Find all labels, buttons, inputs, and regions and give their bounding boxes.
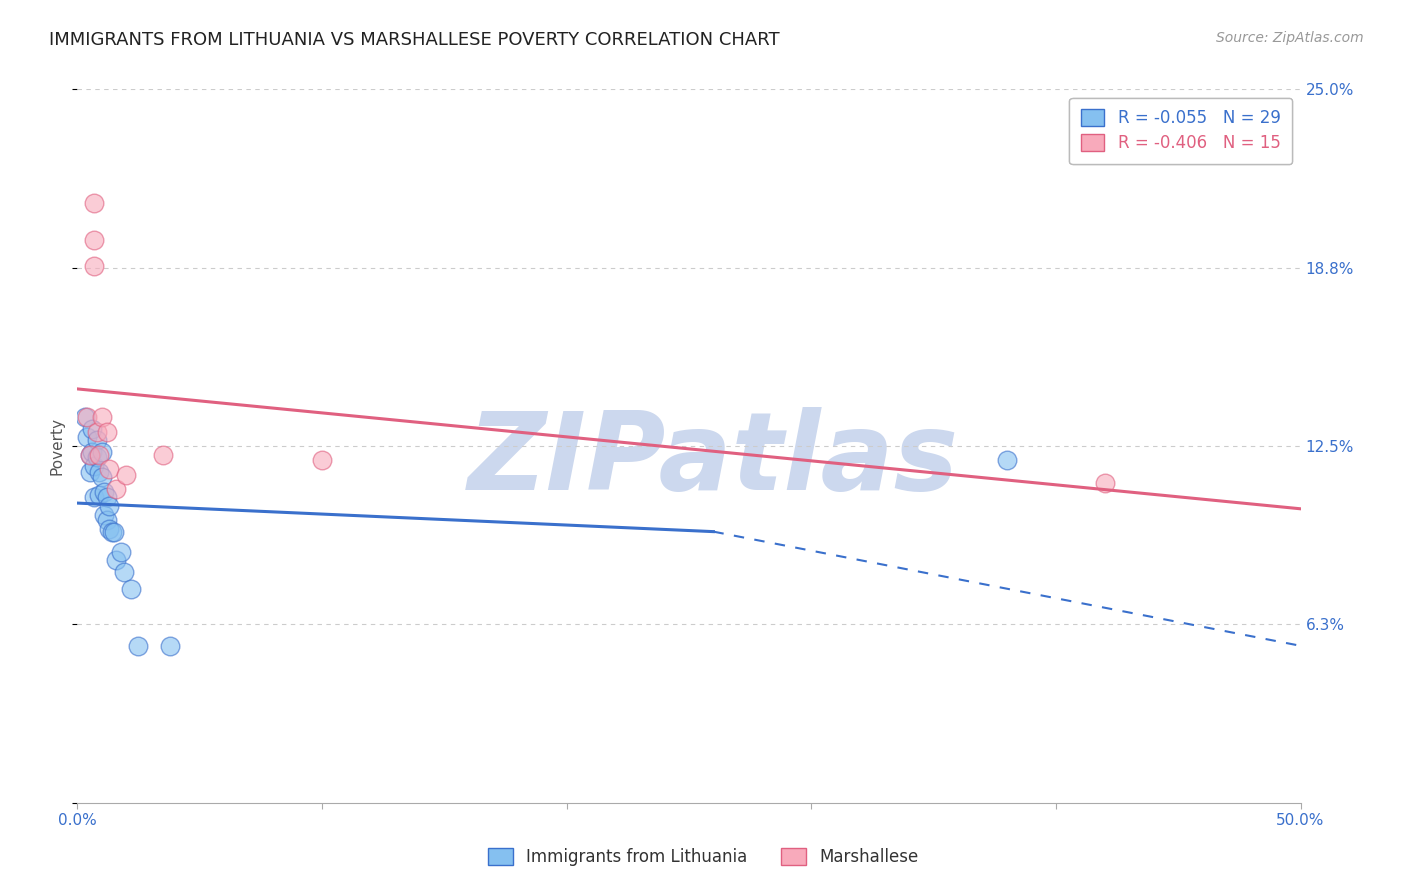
Point: [1094, 476, 1116, 491]
Point: [105, 553, 128, 567]
Point: [93, 484, 115, 499]
Point: [311, 453, 333, 467]
Point: [115, 467, 138, 482]
Point: [79, 448, 101, 462]
Point: [96, 491, 118, 505]
Point: [995, 453, 1018, 467]
Point: [98, 522, 121, 536]
Point: [100, 524, 122, 539]
Point: [90, 470, 112, 484]
Point: [120, 582, 142, 596]
Point: [79, 448, 101, 462]
Point: [90, 444, 112, 458]
Point: [112, 565, 135, 579]
Point: [83, 491, 105, 505]
Text: Source: ZipAtlas.com: Source: ZipAtlas.com: [1216, 31, 1364, 45]
Point: [98, 499, 121, 513]
Point: [76, 410, 98, 425]
Point: [93, 508, 115, 522]
Point: [86, 425, 108, 439]
Point: [152, 448, 174, 462]
Y-axis label: Poverty: Poverty: [49, 417, 65, 475]
Point: [90, 410, 112, 425]
Point: [86, 434, 108, 448]
Point: [89, 465, 111, 479]
Point: [89, 487, 111, 501]
Point: [89, 448, 111, 462]
Point: [103, 524, 125, 539]
Point: [159, 639, 181, 653]
Legend: R = -0.055   N = 29, R = -0.406   N = 15: R = -0.055 N = 29, R = -0.406 N = 15: [1070, 97, 1292, 164]
Point: [79, 465, 101, 479]
Point: [110, 544, 132, 558]
Point: [128, 639, 150, 653]
Point: [96, 513, 118, 527]
Point: [80, 444, 103, 458]
Legend: Immigrants from Lithuania, Marshallese: Immigrants from Lithuania, Marshallese: [481, 841, 925, 873]
Point: [83, 259, 105, 273]
Point: [73, 410, 96, 425]
Point: [83, 196, 105, 211]
Point: [86, 450, 108, 465]
Point: [83, 458, 105, 473]
Point: [105, 482, 128, 496]
Text: IMMIGRANTS FROM LITHUANIA VS MARSHALLESE POVERTY CORRELATION CHART: IMMIGRANTS FROM LITHUANIA VS MARSHALLESE…: [49, 31, 780, 49]
Point: [83, 234, 105, 248]
Point: [96, 425, 118, 439]
Point: [80, 422, 103, 436]
Text: ZIPatlas: ZIPatlas: [468, 408, 959, 513]
Point: [76, 430, 98, 444]
Point: [98, 462, 121, 476]
